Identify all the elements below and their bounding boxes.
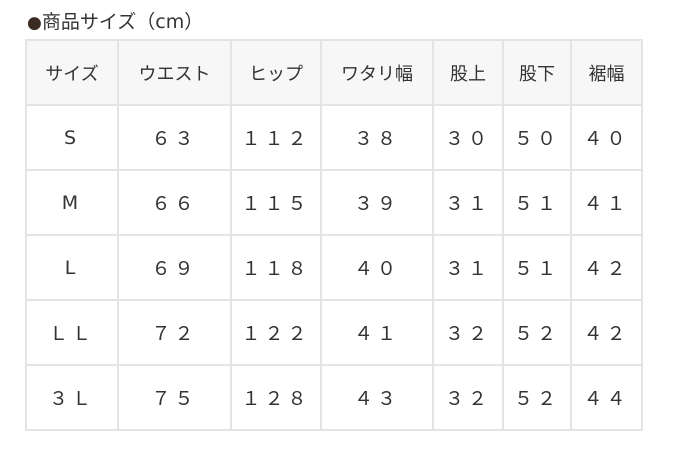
table-cell: ６３	[117, 104, 232, 171]
table-cell: １１２	[230, 104, 322, 171]
table-cell: ４１	[320, 299, 434, 366]
table-cell: ３Ｌ	[25, 364, 119, 431]
column-header: 股上	[432, 39, 504, 106]
column-header: ヒップ	[230, 39, 322, 106]
table-cell: ３９	[320, 169, 434, 236]
section-title-text: 商品サイズ（cm）	[41, 11, 204, 33]
table-cell: ３０	[432, 104, 504, 171]
column-header: 股下	[502, 39, 572, 106]
size-table: サイズ ウエスト ヒップ ワタリ幅 股上 股下 裾幅 S ６３ １１２ ３８ ３０ ５０ ４０ M ６６ １１…	[25, 39, 643, 431]
section-title: ●商品サイズ（cm）	[27, 7, 203, 34]
table-row: S ６３ １１２ ３８ ３０ ５０ ４０	[25, 104, 643, 171]
table-cell: ４４	[570, 364, 643, 431]
table-cell: ３２	[432, 299, 504, 366]
table-cell: ７５	[117, 364, 232, 431]
table-cell: ４０	[320, 234, 434, 301]
table-cell: ３２	[432, 364, 504, 431]
table-cell: ５２	[502, 299, 572, 366]
column-header: 裾幅	[570, 39, 643, 106]
table-cell: ５１	[502, 234, 572, 301]
table-cell: L	[25, 234, 119, 301]
table-cell: S	[25, 104, 119, 171]
table-cell: １１８	[230, 234, 322, 301]
table-cell: ４２	[570, 299, 643, 366]
table-cell: ６６	[117, 169, 232, 236]
table-cell: ４０	[570, 104, 643, 171]
column-header: ワタリ幅	[320, 39, 434, 106]
table-cell: ７２	[117, 299, 232, 366]
table-cell: ＬＬ	[25, 299, 119, 366]
table-cell: ５１	[502, 169, 572, 236]
column-header: サイズ	[25, 39, 119, 106]
table-cell: １１５	[230, 169, 322, 236]
table-header-row: サイズ ウエスト ヒップ ワタリ幅 股上 股下 裾幅	[25, 39, 643, 106]
table-row: ＬＬ ７２ １２２ ４１ ３２ ５２ ４２	[25, 299, 643, 366]
table-cell: M	[25, 169, 119, 236]
table-cell: ６９	[117, 234, 232, 301]
table-cell: ３８	[320, 104, 434, 171]
bullet-icon: ●	[27, 13, 42, 33]
table-cell: ５０	[502, 104, 572, 171]
table-cell: １２８	[230, 364, 322, 431]
table-row: ３Ｌ ７５ １２８ ４３ ３２ ５２ ４４	[25, 364, 643, 431]
table-cell: ５２	[502, 364, 572, 431]
table-cell: ４３	[320, 364, 434, 431]
table-row: L ６９ １１８ ４０ ３１ ５１ ４２	[25, 234, 643, 301]
table-cell: ４１	[570, 169, 643, 236]
table-row: M ６６ １１５ ３９ ３１ ５１ ４１	[25, 169, 643, 236]
table-cell: ４２	[570, 234, 643, 301]
table-cell: ３１	[432, 169, 504, 236]
table-cell: ３１	[432, 234, 504, 301]
column-header: ウエスト	[117, 39, 232, 106]
table-cell: １２２	[230, 299, 322, 366]
